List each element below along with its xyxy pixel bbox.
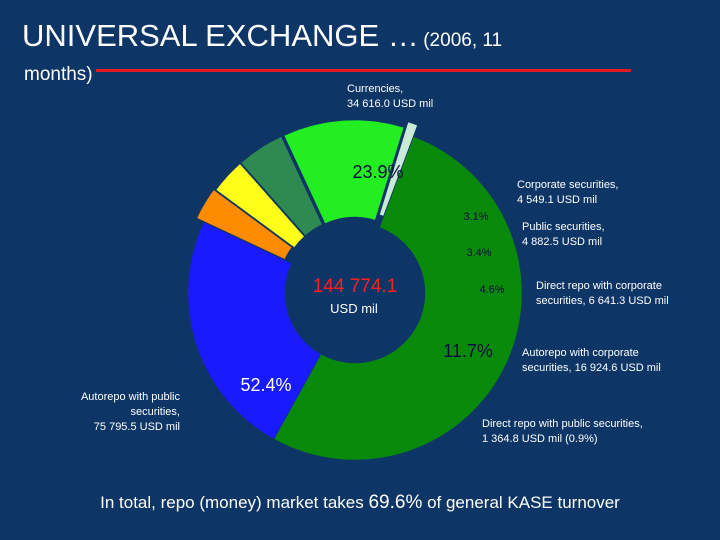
slice-direct-repo-with-public-securities xyxy=(379,121,418,217)
slice-corporate-securities xyxy=(196,189,293,260)
footer-highlight: 69.6% xyxy=(368,492,423,513)
title-underline xyxy=(96,69,631,72)
title-sub-continued: months) xyxy=(24,64,93,85)
pct-label: 3.1% xyxy=(463,211,488,223)
slice-autorepo-with-public-securities xyxy=(273,136,523,461)
slice-label: Currencies, 34 616.0 USD mil xyxy=(347,83,433,110)
slice-autorepo-with-corporate-securities xyxy=(283,119,405,224)
footer-text-after: of general KASE turnover xyxy=(422,493,620,512)
footer-note: In total, repo (money) market takes 69.6… xyxy=(0,492,720,514)
slice-label: Direct repo with corporate securities, 6 … xyxy=(536,280,669,307)
pct-label: 4.6% xyxy=(479,284,504,296)
title-main: UNIVERSAL EXCHANGE … xyxy=(22,18,419,53)
center-total-value: 144 774.1 xyxy=(313,276,398,297)
pct-label: 11.7% xyxy=(443,341,493,361)
page-title: UNIVERSAL EXCHANGE … (2006, 11 xyxy=(22,18,622,54)
slice-label: Direct repo with public securities, 1 364… xyxy=(482,418,643,445)
slice-label: Public securities, 4 882.5 USD mil xyxy=(522,221,605,248)
title-sub: (2006, 11 xyxy=(423,30,503,51)
footer-text-before: In total, repo (money) market takes xyxy=(100,493,369,512)
center-total-unit: USD mil xyxy=(330,301,378,316)
pct-label: 52.4% xyxy=(240,375,291,395)
slice-currencies xyxy=(187,221,322,440)
pct-label: 23.9% xyxy=(352,162,403,182)
slice-label: Autorepo with corporate securities, 16 92… xyxy=(522,347,661,374)
slice-label: Corporate securities, 4 549.1 USD mil xyxy=(517,179,619,206)
slice-public-securities xyxy=(215,163,305,248)
slice-direct-repo-with-corporate-securities xyxy=(240,136,323,236)
slice-label: Autorepo with public securities, 75 795.5 … xyxy=(81,391,181,433)
pct-label: 3.4% xyxy=(466,247,491,259)
